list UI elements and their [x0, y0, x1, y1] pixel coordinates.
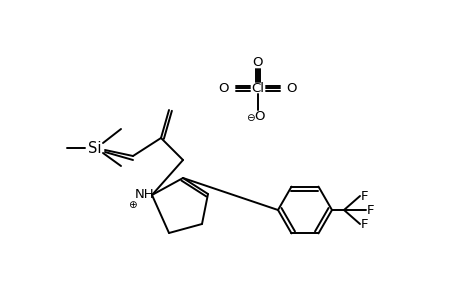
Text: NH: NH	[135, 188, 155, 202]
Text: ⊖: ⊖	[245, 113, 254, 123]
Text: O: O	[286, 82, 297, 94]
Text: Cl: Cl	[251, 82, 264, 94]
Text: ⊕: ⊕	[127, 200, 136, 210]
Text: F: F	[360, 218, 368, 230]
Text: O: O	[252, 56, 263, 68]
Text: F: F	[366, 203, 374, 217]
Text: Si: Si	[88, 140, 101, 155]
Text: O: O	[218, 82, 229, 94]
Text: O: O	[254, 110, 265, 122]
Text: F: F	[360, 190, 368, 202]
